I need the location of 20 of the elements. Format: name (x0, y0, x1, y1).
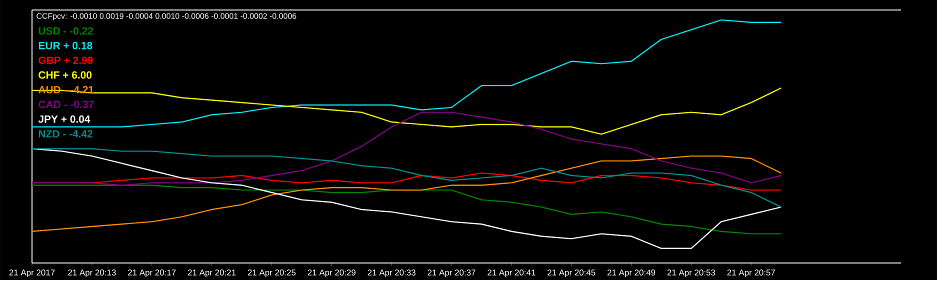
x-tick-label: 21 Apr 20:17 (128, 270, 176, 278)
text: CAD - -0.37 (38, 100, 94, 108)
text: GBP + 2.99 (38, 56, 93, 64)
x-tick-label: 21 Apr 20:13 (68, 270, 116, 278)
x-tick-label: 21 Apr 20:25 (248, 270, 296, 278)
x-tick-label: 21 Apr 20:41 (488, 270, 536, 278)
x-tick-label: 21 Apr 20:53 (667, 270, 716, 278)
x-tick-label: 21 Apr 20:21 (188, 270, 236, 278)
series-label: NZD - -4.42 (38, 130, 92, 138)
x-tick-label: 21 Apr 20:33 (368, 270, 416, 278)
x-tick-label: 21 Apr 2017 (9, 270, 55, 278)
x-tick-label: 21 Apr 20:29 (308, 270, 356, 278)
x-tick-label: 21 Apr 20:57 (727, 270, 775, 278)
text: USD - -0.22 (38, 27, 93, 35)
text: JPY + 0.04 (38, 116, 90, 124)
series-label: CHF + 6.00 (38, 72, 92, 79)
text: EUR + 0.18 (38, 42, 92, 50)
x-tick-label: 21 Apr 20:49 (607, 270, 656, 278)
x-tick-label: 21 Apr 20:45 (548, 270, 596, 278)
x-tick-label: 21 Apr 20:37 (428, 270, 476, 278)
